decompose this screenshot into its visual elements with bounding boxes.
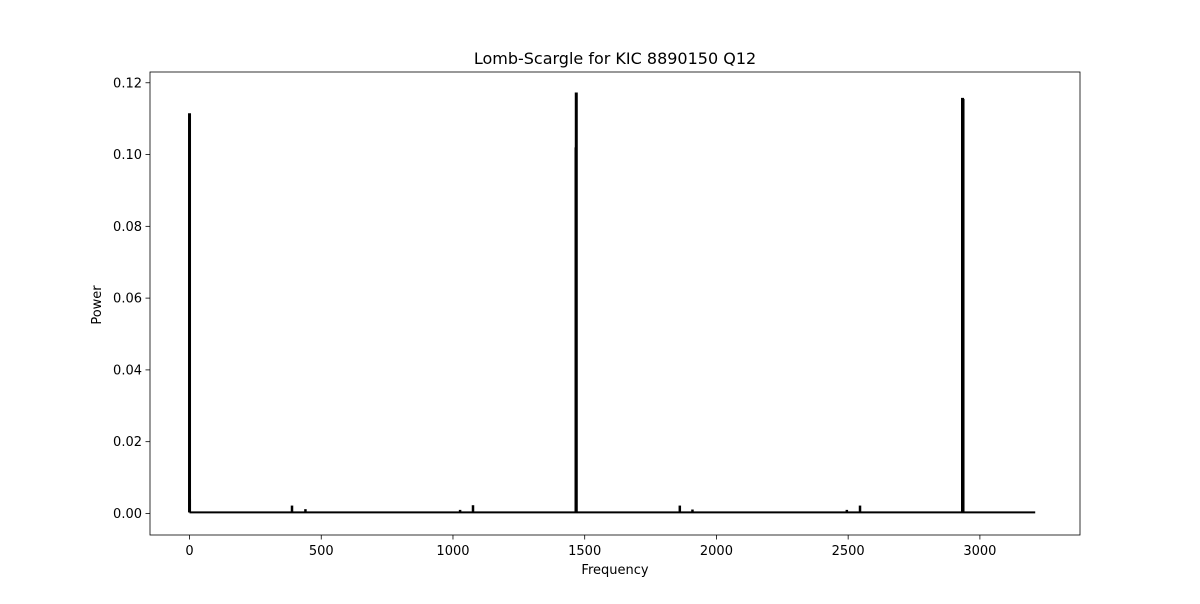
- y-tick-label-0: 0.00: [113, 507, 142, 522]
- plot-frame: [149, 71, 1081, 536]
- plot-area-background: [150, 72, 1080, 535]
- y-axis: 0.00 0.02 0.04 0.06 0.08 0.10 0.12: [113, 76, 150, 522]
- x-tick-label-4: 2000: [700, 544, 733, 559]
- chart-title: Lomb-Scargle for KIC 8890150 Q12: [474, 49, 756, 68]
- y-tick-label-1: 0.02: [113, 435, 142, 450]
- x-tick-label-1: 500: [309, 544, 334, 559]
- x-tick-label-5: 2500: [832, 544, 865, 559]
- x-axis-label: Frequency: [581, 563, 648, 578]
- data-layer: [188, 92, 1036, 514]
- x-tick-label-3: 1500: [568, 544, 601, 559]
- y-tick-label-6: 0.12: [113, 76, 142, 91]
- y-tick-label-4: 0.08: [113, 220, 142, 235]
- y-axis-label: Power: [90, 285, 105, 325]
- x-tick-label-0: 0: [185, 544, 193, 559]
- x-tick-label-2: 1000: [436, 544, 469, 559]
- x-axis: 0 500 1000 1500 2000 2500 3000: [185, 535, 996, 559]
- y-tick-label-3: 0.06: [113, 292, 142, 307]
- y-tick-label-5: 0.10: [113, 148, 142, 163]
- x-tick-label-6: 3000: [963, 544, 996, 559]
- y-tick-label-2: 0.04: [113, 363, 142, 378]
